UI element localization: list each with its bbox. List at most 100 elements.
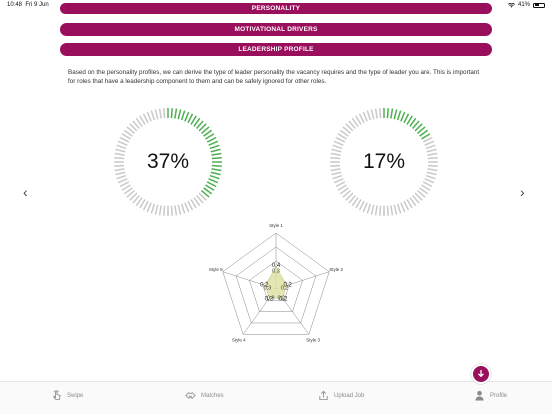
leadership-profile-section-button[interactable]: LEADERSHIP PROFILE: [60, 43, 492, 56]
gauge-tick: [335, 181, 346, 188]
gauge-tick-active: [211, 152, 222, 156]
radar-grid-ring: [262, 274, 290, 301]
gauge-tick: [129, 123, 138, 132]
gauge-tick-active: [393, 109, 398, 120]
gauge-tick: [332, 174, 343, 180]
gauge-ticks: [330, 108, 438, 216]
gauge-tick: [158, 205, 162, 216]
gauge-tick-active: [211, 168, 222, 172]
gauge-tick-active: [400, 111, 406, 122]
gauge-tick: [362, 111, 368, 122]
gauge-tick-active: [174, 108, 178, 119]
gauge-tick-active: [396, 110, 402, 121]
gauge-tick: [426, 148, 437, 153]
gauge-tick: [374, 108, 378, 119]
gauge-tick: [114, 152, 125, 156]
gauge-tick-active: [421, 133, 431, 140]
gauge-tick: [330, 168, 341, 172]
tab-label: Profile: [490, 392, 508, 399]
gauge-tick: [335, 136, 346, 143]
gauge-tick: [330, 152, 341, 156]
gauge-tick: [414, 192, 423, 201]
tab-upload-job[interactable]: Upload Job: [318, 390, 364, 401]
tab-label: Matches: [201, 392, 224, 399]
gauge-tick: [132, 120, 140, 130]
gauge-tick: [379, 205, 382, 216]
gauge-tick: [129, 192, 138, 201]
gauge-tick-active: [200, 190, 210, 198]
tab-swipe[interactable]: Swipe: [51, 390, 83, 401]
gauge-tick: [342, 126, 352, 134]
gauge-tick: [339, 129, 349, 137]
gauge-tick-active: [196, 120, 204, 130]
gauge-tick-active: [193, 117, 201, 127]
status-bar: 10:48 Fri 9 Jun 41%: [0, 0, 552, 12]
radar-secondary-value-label: 0,3: [272, 268, 280, 274]
gauge-tick-active: [386, 108, 389, 119]
radar-axis-label: Style 3: [306, 338, 320, 343]
radar-value-label: 0,2: [284, 283, 293, 289]
gauge-tick: [427, 164, 438, 167]
previous-arrow-icon[interactable]: ‹: [23, 184, 28, 200]
personality-section-button[interactable]: PERSONALITY: [60, 3, 492, 14]
gauge-tick: [348, 120, 356, 130]
gauge-tick-active: [190, 115, 197, 125]
gauge-tick: [154, 204, 159, 215]
gauge-tick: [150, 203, 156, 214]
handshake-icon: [185, 392, 196, 399]
gauge-tick: [424, 140, 435, 146]
gauge-tick-active: [206, 136, 217, 143]
gauge-tick-active: [209, 174, 220, 180]
radar-axis-label: Style 4: [232, 338, 246, 343]
gauge-tick: [126, 190, 136, 198]
gauge-tick: [163, 205, 166, 216]
profile-notification-badge[interactable]: [471, 364, 491, 384]
gauge-tick: [139, 199, 146, 209]
gauge-tick: [424, 178, 435, 184]
gauge-tick-active: [403, 113, 410, 124]
leadership-description: Based on the personality profiles, we ca…: [68, 69, 480, 85]
motivational-drivers-section-button[interactable]: MOTIVATIONAL DRIVERS: [60, 23, 492, 36]
download-arrow-icon: [478, 370, 484, 378]
gauge-tick: [370, 204, 375, 215]
gauge-tick-active: [208, 178, 219, 184]
gauge-tick: [190, 199, 197, 209]
tab-profile[interactable]: Profile: [474, 390, 507, 401]
radar-grid-ring: [235, 246, 317, 324]
person-icon: [475, 390, 484, 401]
gauge-tick: [358, 113, 365, 124]
radar-value-label: 0,2: [279, 296, 288, 302]
gauge-tick-active: [211, 164, 222, 167]
gauge-tick: [177, 204, 182, 215]
gauge-tick: [332, 144, 343, 150]
gauge-tick: [337, 184, 347, 191]
gauge-tick: [121, 184, 131, 191]
gauge-tick-active: [211, 157, 222, 160]
gauge-tick: [366, 203, 372, 214]
gauge-tick-active: [180, 110, 186, 121]
gauge-tick: [193, 197, 201, 207]
radar-secondary-value-label: 0,3: [264, 286, 272, 292]
gauge-tick: [393, 204, 398, 215]
wifi-icon: [507, 2, 515, 8]
next-arrow-icon[interactable]: ›: [520, 184, 525, 200]
tab-matches[interactable]: Matches: [185, 390, 224, 401]
gauge-tick: [427, 152, 438, 156]
gauge-tick-active: [205, 184, 215, 191]
gauge-tick: [150, 110, 156, 121]
gauge-tick: [119, 181, 130, 188]
gauge-tick: [123, 129, 133, 137]
radar-value-label: 0,4: [272, 263, 281, 269]
gauge-tick: [333, 140, 344, 146]
gauge-tick: [412, 194, 420, 204]
gauge-value: 37%: [146, 150, 190, 173]
gauge-tick: [174, 205, 178, 216]
swipe-icon: [52, 390, 61, 401]
vacancy-leader-gauge: 37%: [112, 106, 224, 218]
gauge-tick: [139, 115, 146, 125]
gauge-tick: [362, 202, 368, 213]
gauge-tick: [196, 194, 204, 204]
gauge-tick: [425, 174, 436, 180]
gauge-tick: [425, 144, 436, 150]
